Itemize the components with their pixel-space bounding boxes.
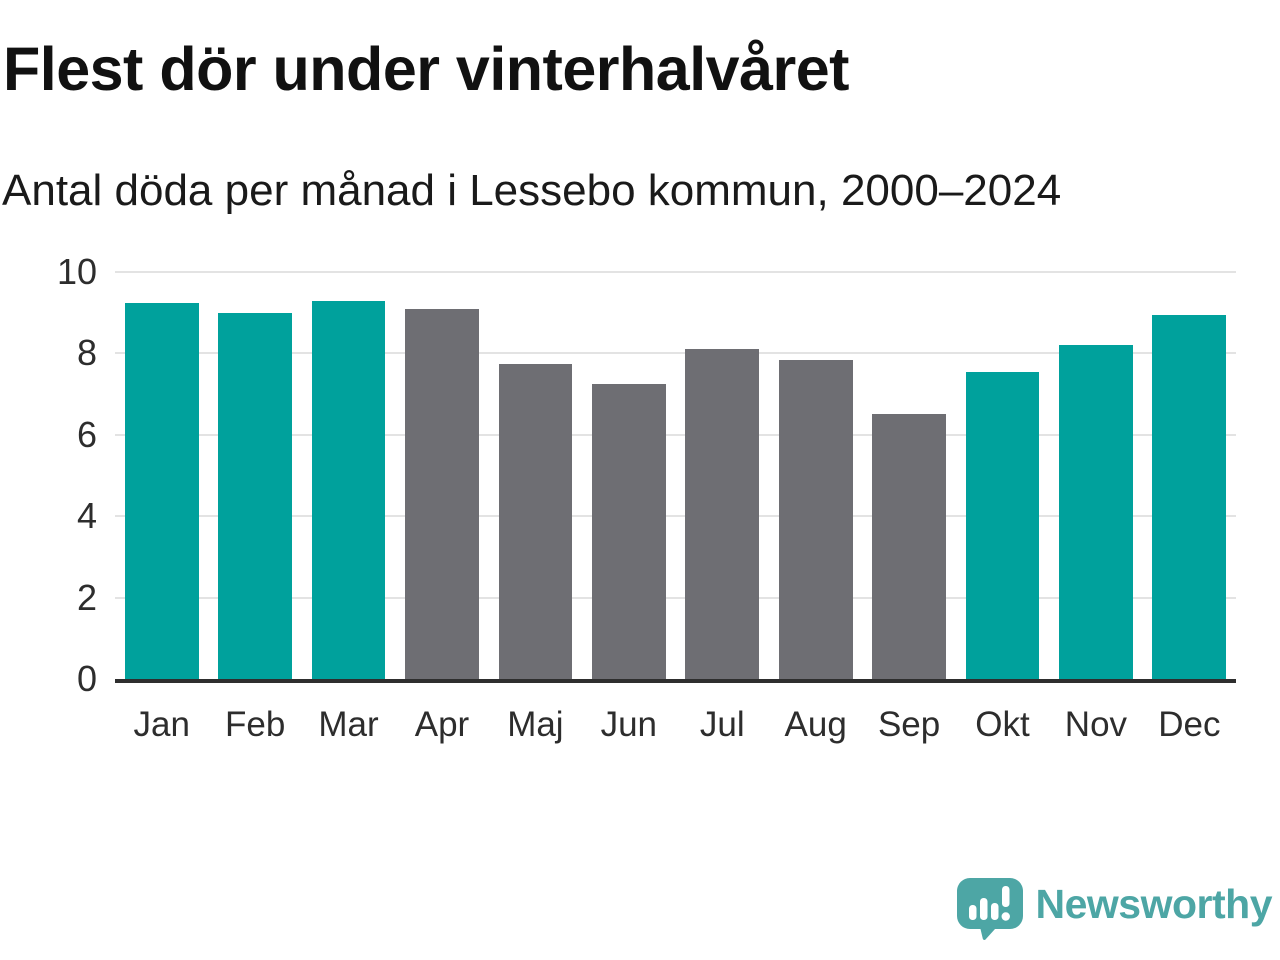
bar-cell-sep	[862, 272, 955, 679]
bar-series	[115, 272, 1236, 679]
bar-cell-feb	[208, 272, 301, 679]
x-axis-label-okt: Okt	[975, 705, 1030, 744]
x-axis-label-sep: Sep	[877, 705, 941, 744]
bar-maj	[498, 363, 573, 679]
x-axis-label-maj: Maj	[507, 705, 564, 744]
bar-cell-jan	[115, 272, 208, 679]
gridline-y-10	[115, 271, 1236, 273]
y-axis-tick-label: 10	[56, 251, 97, 292]
bar-cell-dec	[1143, 272, 1236, 679]
x-axis-label-aug: Aug	[784, 705, 847, 744]
bar-nov	[1059, 345, 1133, 679]
y-axis: 0 2 4 6 8 10	[0, 254, 97, 697]
bar-cell-jun	[582, 272, 675, 679]
bar-cell-mar	[302, 272, 395, 679]
y-axis-tick-label: 0	[76, 658, 97, 699]
y-axis-tick-label: 6	[76, 413, 97, 455]
page-subtitle: Antal döda per månad i Lessebo kommun, 2…	[2, 166, 1062, 215]
bar-cell-okt	[956, 272, 1049, 679]
y-axis-tick-label: 8	[76, 332, 97, 374]
x-axis-label-mar: Mar	[318, 705, 379, 744]
gridline-y-4	[115, 515, 1236, 518]
speech-bubble-bar-chart-icon	[956, 878, 1023, 940]
page-title: Flest dör under vinterhalvåret	[3, 35, 850, 103]
x-axis-label-jan: Jan	[133, 705, 190, 744]
bar-sep	[872, 414, 946, 679]
x-axis-label-nov: Nov	[1064, 705, 1128, 744]
bar-dec	[1152, 314, 1227, 679]
bar-aug	[778, 359, 853, 679]
bar-cell-aug	[769, 272, 862, 679]
gridline-y-8	[115, 352, 1236, 355]
x-axis-label-jun: Jun	[600, 705, 658, 744]
bar-cell-jul	[676, 272, 769, 679]
bar-cell-apr	[395, 272, 488, 679]
bar-feb	[218, 312, 293, 679]
x-axis-label-apr: Apr	[414, 705, 470, 744]
gridline-y-2	[115, 596, 1236, 599]
bar-mar	[311, 300, 386, 679]
bar-cell-maj	[489, 272, 582, 679]
x-axis-label-dec: Dec	[1158, 705, 1221, 744]
bar-cell-nov	[1049, 272, 1142, 679]
bar-jun	[591, 383, 666, 679]
bar-jan	[124, 302, 199, 679]
plot-area	[115, 271, 1236, 683]
brand-name: Newsworthy	[1035, 880, 1273, 927]
x-axis-label-feb: Feb	[224, 705, 286, 744]
gridline-y-6	[115, 433, 1236, 436]
newsworthy-logo: Newsworthy	[956, 878, 1273, 940]
bar-apr	[405, 308, 479, 679]
x-axis: Jan Feb Mar Apr Maj Jun Jul Aug Sep Okt Nov Dec	[115, 694, 1236, 756]
y-axis-tick-label: 2	[76, 576, 97, 618]
x-axis-label-jul: Jul	[699, 705, 745, 744]
y-axis-tick-label: 4	[76, 495, 97, 537]
bar-okt	[965, 371, 1040, 679]
bar-jul	[685, 349, 760, 679]
